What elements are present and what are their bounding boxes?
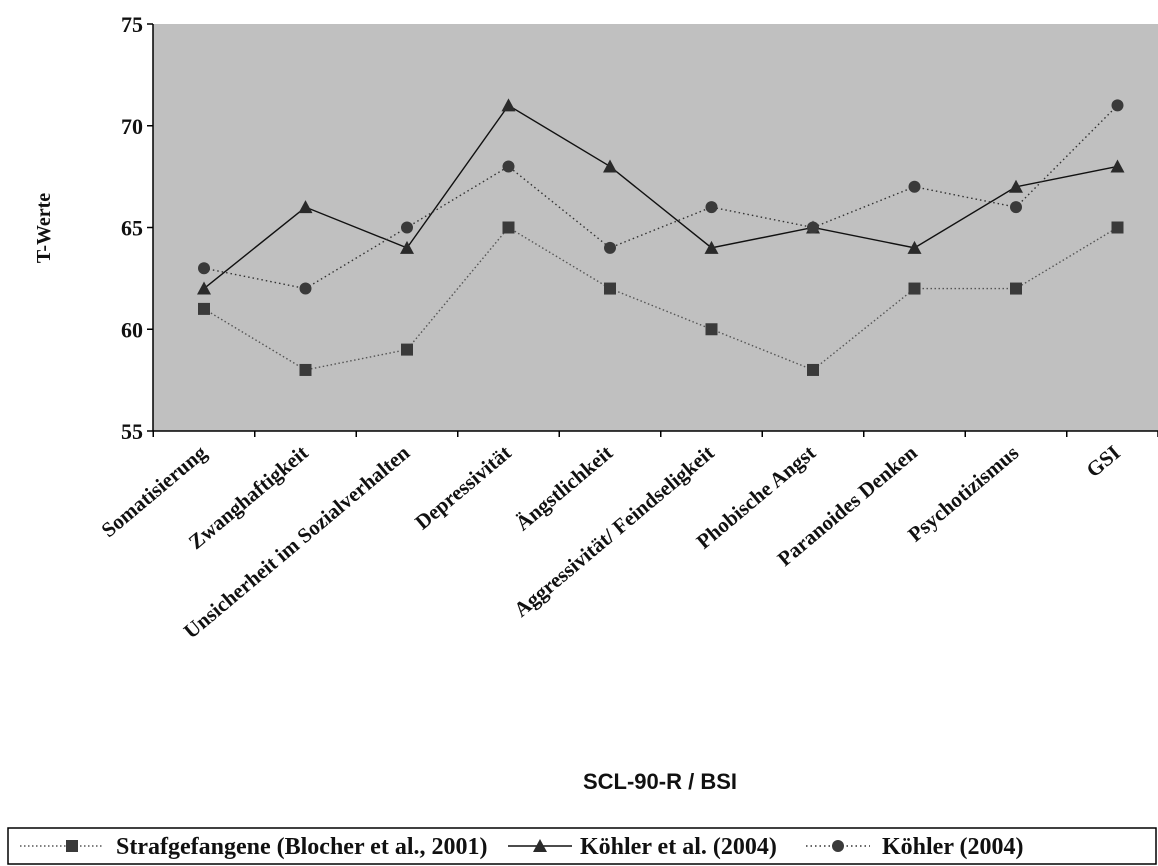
x-category-label: GSI — [1082, 440, 1125, 482]
data-point-square — [807, 363, 819, 376]
data-point-circle — [604, 241, 616, 254]
legend-label: Strafgefangene (Blocher et al., 2001) — [116, 834, 487, 860]
x-axis-label: SCL-90-R / BSI — [583, 769, 737, 794]
legend-box — [7, 827, 1157, 865]
data-point-square — [1111, 221, 1124, 234]
x-category-label: Aggressivität/ Feindseligkeit — [509, 440, 719, 621]
data-point-circle — [705, 201, 718, 214]
data-point-square — [604, 282, 616, 295]
data-point-circle — [807, 221, 819, 234]
series-square — [198, 221, 1124, 376]
data-point-triangle — [907, 240, 922, 254]
data-point-circle — [1111, 99, 1124, 112]
series-line — [203, 104, 1118, 290]
data-point-circle — [401, 221, 413, 234]
y-axis-label: T-Werte — [33, 193, 55, 263]
legend: Strafgefangene (Blocher et al., 2001) Köh… — [7, 827, 1157, 865]
x-category-label: Psychotizismus — [903, 440, 1023, 546]
data-point-square — [1010, 282, 1022, 295]
data-point-circle — [502, 160, 515, 173]
legend-label: Köhler (2004) — [882, 834, 1024, 860]
data-point-triangle — [603, 159, 617, 173]
data-point-circle — [299, 282, 312, 295]
data-point-square — [502, 221, 515, 234]
data-point-triangle — [197, 281, 211, 295]
legend-marker-triangle — [533, 839, 547, 852]
data-point-circle — [1010, 201, 1022, 214]
legend-label: Köhler et al. (2004) — [580, 834, 777, 860]
y-tick-label: 55 — [121, 419, 143, 444]
data-point-square — [705, 323, 718, 336]
data-point-triangle — [400, 240, 414, 254]
data-point-triangle — [1110, 159, 1125, 173]
data-point-triangle — [298, 200, 313, 214]
y-tick-label: 75 — [121, 12, 143, 37]
y-tick-label: 60 — [121, 317, 143, 342]
data-point-square — [401, 343, 413, 356]
x-category-label: Ängstlichkeit — [511, 440, 618, 535]
series-line — [203, 104, 1118, 290]
data-point-square — [908, 282, 921, 295]
data-point-square — [198, 302, 210, 315]
data-point-square — [299, 363, 312, 376]
data-point-circle — [198, 262, 210, 275]
data-point-triangle — [501, 98, 516, 112]
data-point-circle — [908, 180, 921, 193]
data-point-triangle — [704, 240, 719, 254]
x-category-label: Depressivität — [410, 440, 515, 534]
series-circle — [198, 99, 1124, 295]
plot-area — [153, 24, 1158, 431]
y-tick-label: 70 — [121, 114, 143, 139]
legend-marker-circle — [832, 840, 844, 852]
legend-marker-square — [66, 840, 78, 852]
y-tick-label: 65 — [121, 216, 143, 241]
data-point-triangle — [1009, 179, 1023, 193]
